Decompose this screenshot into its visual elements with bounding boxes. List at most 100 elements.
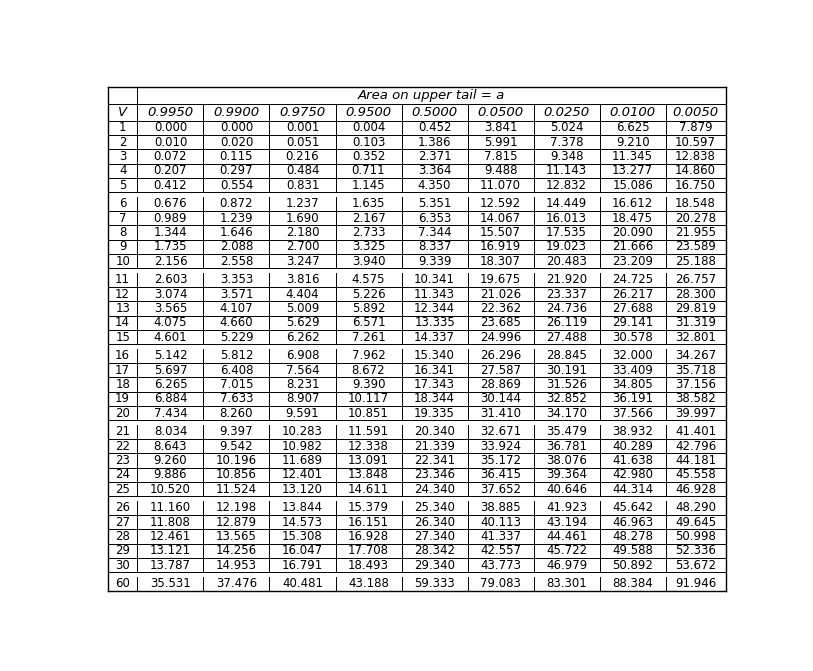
Text: 6.262: 6.262 <box>285 331 320 344</box>
Text: 12: 12 <box>115 288 130 301</box>
Text: 35.172: 35.172 <box>480 454 521 467</box>
Text: 12.838: 12.838 <box>675 150 716 163</box>
Text: 21.026: 21.026 <box>480 288 521 301</box>
Text: 13.277: 13.277 <box>612 164 653 177</box>
Text: 15.507: 15.507 <box>480 226 521 239</box>
Text: 20.483: 20.483 <box>546 255 587 268</box>
Text: 1.386: 1.386 <box>418 136 451 148</box>
Text: 0.0250: 0.0250 <box>544 105 589 119</box>
Text: 5.024: 5.024 <box>550 121 584 134</box>
Text: 4.601: 4.601 <box>154 331 187 344</box>
Text: 37.156: 37.156 <box>675 378 716 391</box>
Text: 13.335: 13.335 <box>414 316 455 329</box>
Text: 18.548: 18.548 <box>675 197 716 210</box>
Text: 0.989: 0.989 <box>154 211 187 225</box>
Text: 26.296: 26.296 <box>480 350 521 362</box>
Text: 50.892: 50.892 <box>612 559 653 572</box>
Text: 37.566: 37.566 <box>612 407 653 420</box>
Text: 16.612: 16.612 <box>612 197 654 210</box>
Text: 26.340: 26.340 <box>414 516 455 529</box>
Text: 9.348: 9.348 <box>550 150 584 163</box>
Text: 3.325: 3.325 <box>352 240 385 254</box>
Text: 32.000: 32.000 <box>612 350 653 362</box>
Text: 15.308: 15.308 <box>282 530 323 543</box>
Text: 7.879: 7.879 <box>679 121 712 134</box>
Text: 41.923: 41.923 <box>546 501 587 515</box>
Text: 13.121: 13.121 <box>150 544 191 558</box>
Text: 13.091: 13.091 <box>348 454 389 467</box>
Text: 46.963: 46.963 <box>612 516 653 529</box>
Text: 35.718: 35.718 <box>675 364 716 376</box>
Text: 22.341: 22.341 <box>414 454 455 467</box>
Text: 0.412: 0.412 <box>154 178 187 192</box>
Text: 0.297: 0.297 <box>220 164 254 177</box>
Text: 14.337: 14.337 <box>414 331 455 344</box>
Text: 11.591: 11.591 <box>348 425 389 438</box>
Text: 4.075: 4.075 <box>154 316 187 329</box>
Text: 2: 2 <box>119 136 126 148</box>
Text: 35.531: 35.531 <box>150 577 191 590</box>
Text: 25.340: 25.340 <box>414 501 455 515</box>
Text: 12.198: 12.198 <box>216 501 257 515</box>
Text: 25: 25 <box>115 482 130 496</box>
Text: 32.852: 32.852 <box>546 393 587 405</box>
Text: 48.278: 48.278 <box>612 530 653 543</box>
Text: 16.928: 16.928 <box>348 530 389 543</box>
Text: 12.338: 12.338 <box>348 440 389 453</box>
Text: 36.781: 36.781 <box>546 440 587 453</box>
Text: 8.337: 8.337 <box>418 240 451 254</box>
Text: 8.643: 8.643 <box>154 440 187 453</box>
Text: 2.180: 2.180 <box>285 226 320 239</box>
Text: 2.558: 2.558 <box>220 255 253 268</box>
Text: 83.301: 83.301 <box>546 577 587 590</box>
Text: 5.142: 5.142 <box>154 350 187 362</box>
Text: 24: 24 <box>115 468 130 481</box>
Text: 26.119: 26.119 <box>546 316 587 329</box>
Text: 13.565: 13.565 <box>216 530 257 543</box>
Text: 14.449: 14.449 <box>546 197 587 210</box>
Text: 5.629: 5.629 <box>285 316 320 329</box>
Text: 0.676: 0.676 <box>154 197 187 210</box>
Text: 10.117: 10.117 <box>348 393 389 405</box>
Text: 8.231: 8.231 <box>285 378 320 391</box>
Text: 15.086: 15.086 <box>612 178 653 192</box>
Text: 4.404: 4.404 <box>285 288 320 301</box>
Text: 0.0100: 0.0100 <box>610 105 656 119</box>
Text: 52.336: 52.336 <box>675 544 716 558</box>
Text: 0.001: 0.001 <box>286 121 320 134</box>
Text: 30.578: 30.578 <box>612 331 653 344</box>
Text: 11.160: 11.160 <box>150 501 191 515</box>
Text: 18.475: 18.475 <box>612 211 653 225</box>
Text: 0.207: 0.207 <box>154 164 187 177</box>
Text: 7.815: 7.815 <box>484 150 517 163</box>
Text: 40.646: 40.646 <box>546 482 587 496</box>
Text: 11: 11 <box>115 273 130 287</box>
Text: 38.076: 38.076 <box>546 454 587 467</box>
Text: 16.919: 16.919 <box>480 240 521 254</box>
Text: 1.239: 1.239 <box>220 211 254 225</box>
Text: 38.932: 38.932 <box>612 425 653 438</box>
Text: 6.908: 6.908 <box>285 350 320 362</box>
Text: 8.907: 8.907 <box>285 393 320 405</box>
Text: 2.156: 2.156 <box>154 255 187 268</box>
Text: 20.340: 20.340 <box>414 425 455 438</box>
Text: 60: 60 <box>115 577 130 590</box>
Text: 23.337: 23.337 <box>546 288 587 301</box>
Text: 0.020: 0.020 <box>220 136 253 148</box>
Text: 46.928: 46.928 <box>675 482 716 496</box>
Text: 42.557: 42.557 <box>480 544 521 558</box>
Text: 38.582: 38.582 <box>676 393 716 405</box>
Text: 14.860: 14.860 <box>675 164 716 177</box>
Text: 23.589: 23.589 <box>675 240 716 254</box>
Text: 1.690: 1.690 <box>285 211 320 225</box>
Text: Area on upper tail = a: Area on upper tail = a <box>358 89 505 101</box>
Text: 6.353: 6.353 <box>418 211 451 225</box>
Text: 10.520: 10.520 <box>150 482 191 496</box>
Text: 21: 21 <box>115 425 130 438</box>
Text: 4.660: 4.660 <box>220 316 254 329</box>
Text: 39.364: 39.364 <box>546 468 587 481</box>
Text: 44.314: 44.314 <box>612 482 653 496</box>
Text: 33.409: 33.409 <box>612 364 653 376</box>
Text: 29.141: 29.141 <box>612 316 654 329</box>
Text: 10.196: 10.196 <box>216 454 257 467</box>
